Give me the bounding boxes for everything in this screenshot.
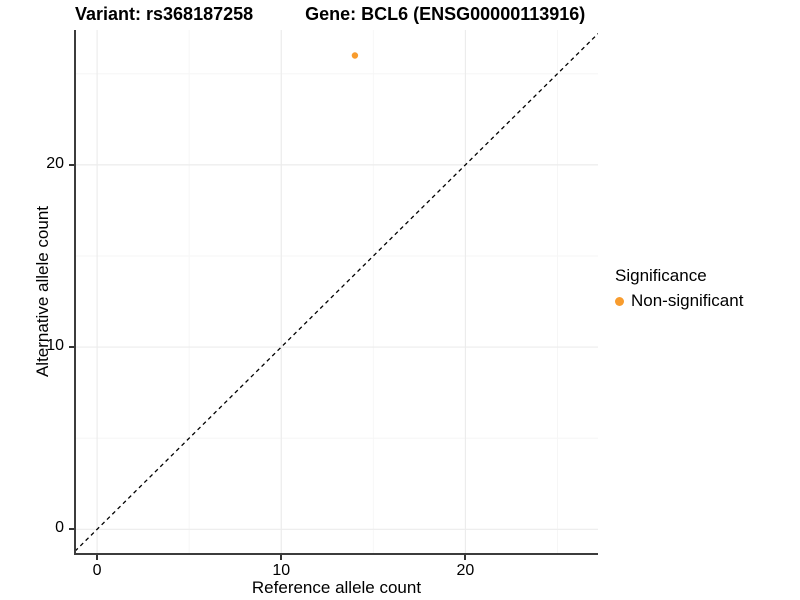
y-tick-label: 10 — [46, 337, 64, 355]
plot-title-variant: Variant: rs368187258 — [75, 4, 254, 24]
x-axis-title: Reference allele count — [251, 578, 422, 597]
plot-panel — [75, 30, 598, 553]
y-tick-label: 20 — [46, 154, 64, 172]
y-axis-title: Alternative allele count — [33, 205, 52, 378]
x-axis: 0 10 20 — [75, 555, 598, 595]
plot-canvas — [75, 30, 598, 553]
y-axis: 0 10 20 — [0, 30, 75, 553]
legend-item: Non-significant — [615, 291, 743, 311]
identity-line — [75, 33, 598, 552]
y-tick-mark — [69, 163, 74, 166]
x-tick-label: 0 — [92, 562, 102, 579]
x-tick-mark — [280, 555, 283, 560]
x-tick-label: 20 — [456, 562, 475, 579]
x-tick-mark — [96, 555, 99, 560]
legend: Significance Non-significant — [615, 266, 743, 311]
y-tick-mark — [69, 346, 74, 349]
legend-dot-icon — [615, 296, 624, 306]
plot-title-row: Variant: rs368187258 Gene: BCL6 (ENSG000… — [75, 4, 585, 25]
data-point — [351, 52, 359, 59]
legend-title: Significance — [615, 266, 707, 285]
y-tick-mark — [69, 528, 74, 531]
y-axis-line — [74, 30, 76, 555]
plot-title-gene: Gene: BCL6 (ENSG00000113916) — [305, 4, 586, 24]
legend-item-label: Non-significant — [631, 291, 744, 310]
legend-items: Non-significant — [615, 291, 743, 311]
x-axis-line — [74, 553, 598, 555]
y-tick-label: 0 — [55, 519, 64, 537]
x-tick-mark — [464, 555, 467, 560]
x-tick-label: 10 — [272, 562, 291, 579]
